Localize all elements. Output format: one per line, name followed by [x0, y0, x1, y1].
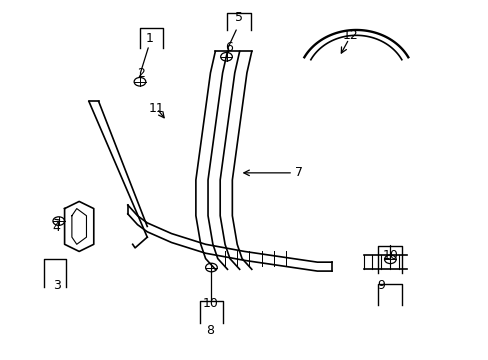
Text: 9: 9	[377, 279, 385, 292]
Text: 4: 4	[52, 221, 60, 234]
Text: 5: 5	[234, 11, 242, 24]
Text: 10: 10	[382, 248, 398, 261]
Text: 10: 10	[202, 297, 218, 310]
Text: 2: 2	[137, 67, 145, 80]
Text: 8: 8	[206, 324, 214, 337]
Text: 6: 6	[224, 41, 232, 54]
Text: 7: 7	[295, 166, 303, 179]
Text: 1: 1	[145, 32, 153, 45]
Text: 3: 3	[53, 279, 61, 292]
Text: 11: 11	[149, 102, 164, 115]
Text: 12: 12	[342, 29, 358, 42]
